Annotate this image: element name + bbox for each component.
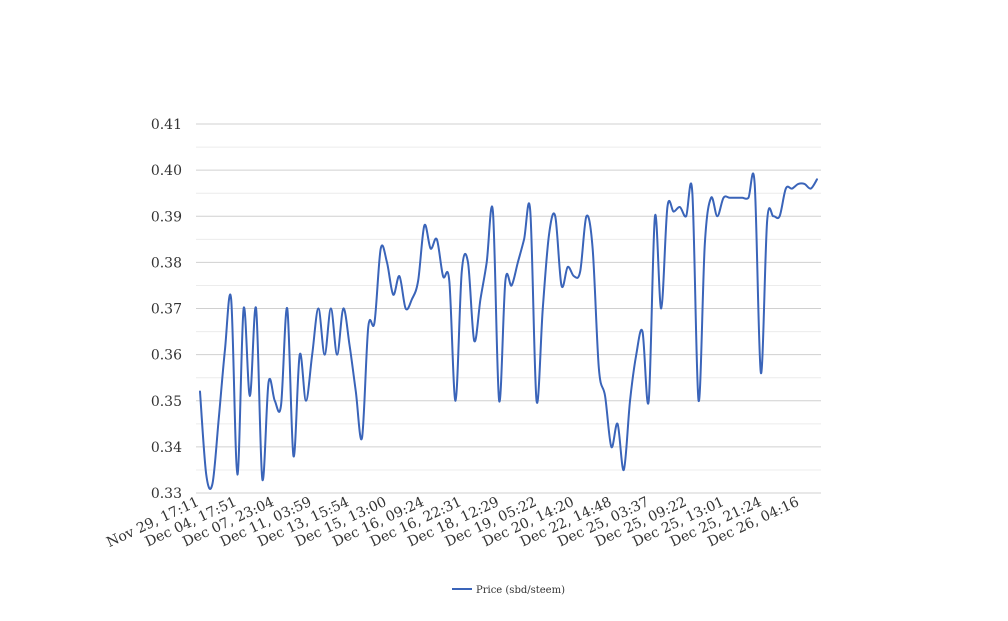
y-tick-label: 0.41 — [151, 117, 182, 133]
y-tick-label: 0.37 — [151, 302, 182, 318]
major-gridlines — [196, 124, 821, 493]
legend: Price (sbd/steem) — [452, 585, 565, 596]
y-axis: 0.33 0.34 0.35 0.36 0.37 0.38 0.39 0.40 0.41 — [151, 117, 182, 502]
y-tick-label: 0.33 — [151, 486, 182, 502]
legend-label: Price (sbd/steem) — [476, 585, 565, 596]
y-tick-label: 0.40 — [151, 163, 182, 179]
y-tick-label: 0.38 — [151, 255, 182, 271]
y-tick-label: 0.34 — [151, 440, 182, 456]
y-tick-label: 0.36 — [151, 348, 182, 364]
y-tick-label: 0.35 — [151, 394, 182, 410]
y-tick-label: 0.39 — [151, 209, 182, 225]
